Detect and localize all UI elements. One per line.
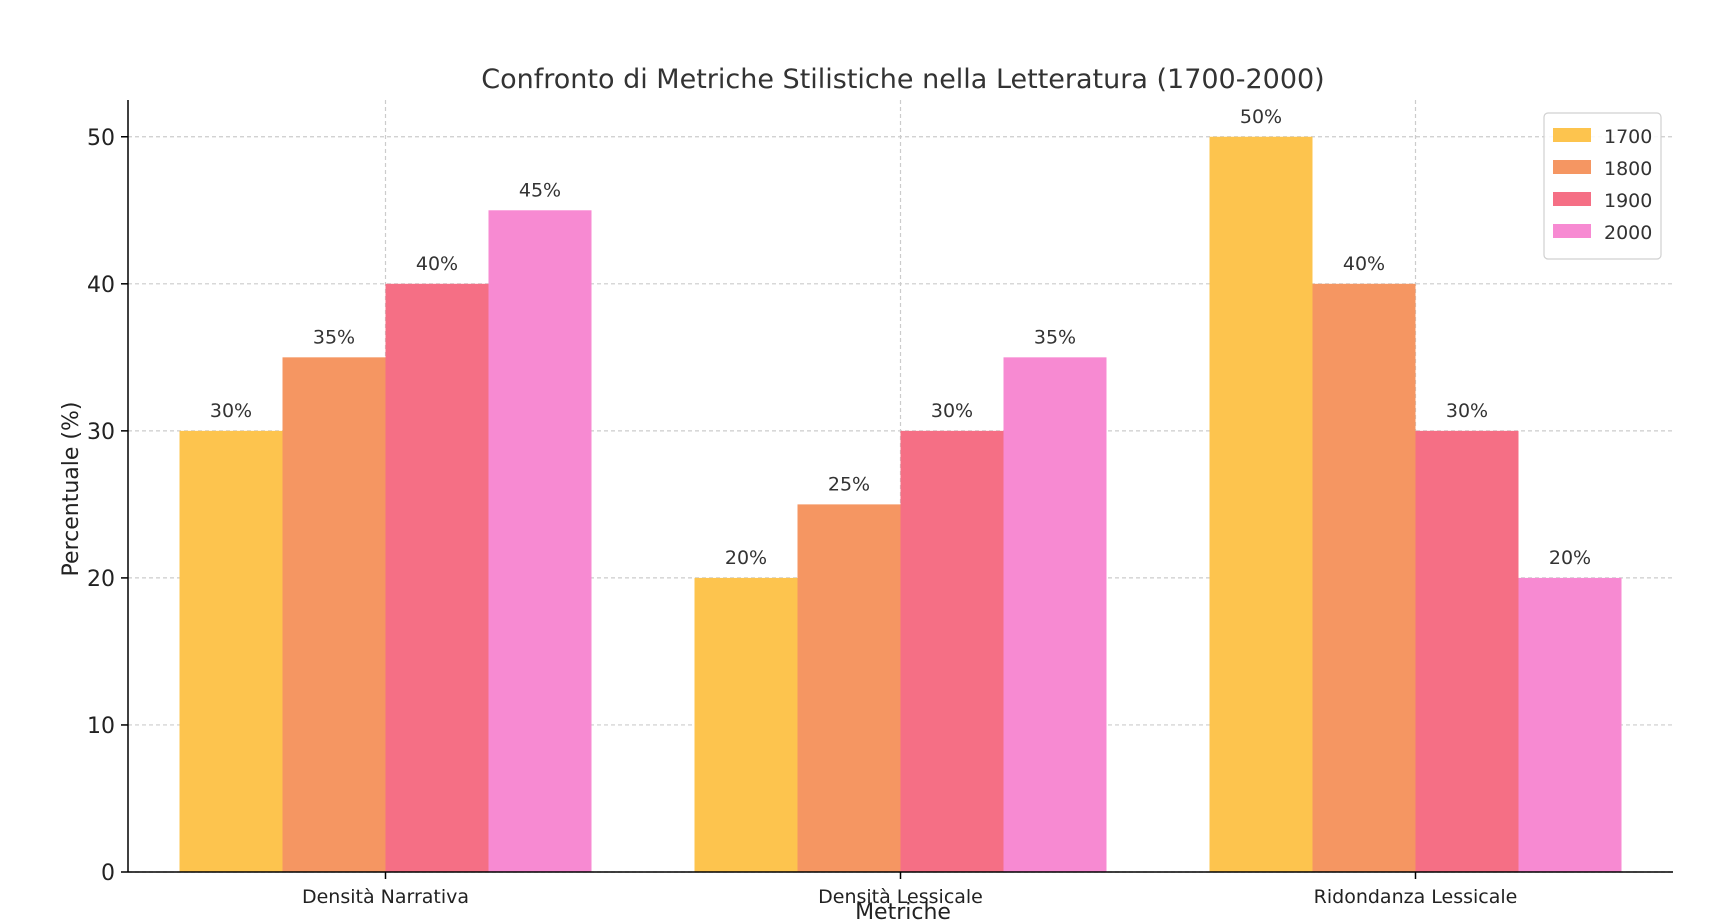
- y-tick-label: 40: [87, 273, 115, 298]
- bar-value-label: 40%: [416, 253, 458, 275]
- legend-swatch: [1553, 224, 1591, 238]
- bar-value-label: 25%: [828, 473, 870, 495]
- bar-value-label: 40%: [1343, 253, 1385, 275]
- bar: [488, 210, 592, 873]
- legend: 1700 1800 1900 2000: [1543, 112, 1662, 260]
- y-tick-label: 50: [87, 126, 115, 151]
- bar-value-label: 20%: [725, 547, 767, 569]
- bar-value-label: 20%: [1549, 547, 1591, 569]
- bar-value-label: 35%: [1034, 326, 1076, 348]
- bar-value-label: 30%: [931, 400, 973, 422]
- y-tick-label: 30: [87, 420, 115, 445]
- y-tick-label: 0: [101, 861, 115, 886]
- bar: [694, 577, 798, 872]
- bar-value-label: 35%: [313, 326, 355, 348]
- axes: 0 10 20 30 40 50 Densità Narrativa Densità Less…: [87, 100, 1673, 908]
- bar-value-label: 50%: [1240, 106, 1282, 128]
- bar: [385, 283, 489, 872]
- bar: [797, 504, 901, 872]
- bar: [1415, 430, 1519, 872]
- legend-label: 2000: [1604, 222, 1652, 244]
- x-tick-label: Ridondanza Lessicale: [1314, 886, 1518, 908]
- bar: [179, 430, 283, 872]
- x-tick-label: Densità Lessicale: [818, 886, 983, 908]
- bar-value-label: 30%: [1446, 400, 1488, 422]
- bar: [1003, 357, 1107, 872]
- bar-value-label: 45%: [519, 179, 561, 201]
- bar: [1312, 283, 1416, 872]
- bar: [1209, 136, 1313, 872]
- bar: [282, 357, 386, 872]
- y-axis-title: Percentuale (%): [59, 402, 84, 577]
- data-labels: 30% 20% 50% 35% 25% 40% 40% 30% 30% 45% 35% 20%: [210, 106, 1591, 569]
- bar: [1518, 577, 1622, 872]
- legend-swatch: [1553, 128, 1591, 142]
- y-tick-label: 10: [87, 714, 115, 739]
- chart-title: Confronto di Metriche Stilistiche nella …: [481, 64, 1324, 95]
- bar: [900, 430, 1004, 872]
- x-tick-label: Densità Narrativa: [302, 886, 469, 908]
- legend-label: 1800: [1604, 158, 1652, 180]
- legend-label: 1900: [1604, 190, 1652, 212]
- y-tick-label: 20: [87, 567, 115, 592]
- legend-box: [1543, 112, 1662, 260]
- bar-value-label: 30%: [210, 400, 252, 422]
- legend-label: 1700: [1604, 126, 1652, 148]
- x-axis-title: Metriche: [855, 900, 951, 924]
- bars: [179, 136, 1622, 873]
- legend-swatch: [1553, 160, 1591, 174]
- legend-swatch: [1553, 192, 1591, 206]
